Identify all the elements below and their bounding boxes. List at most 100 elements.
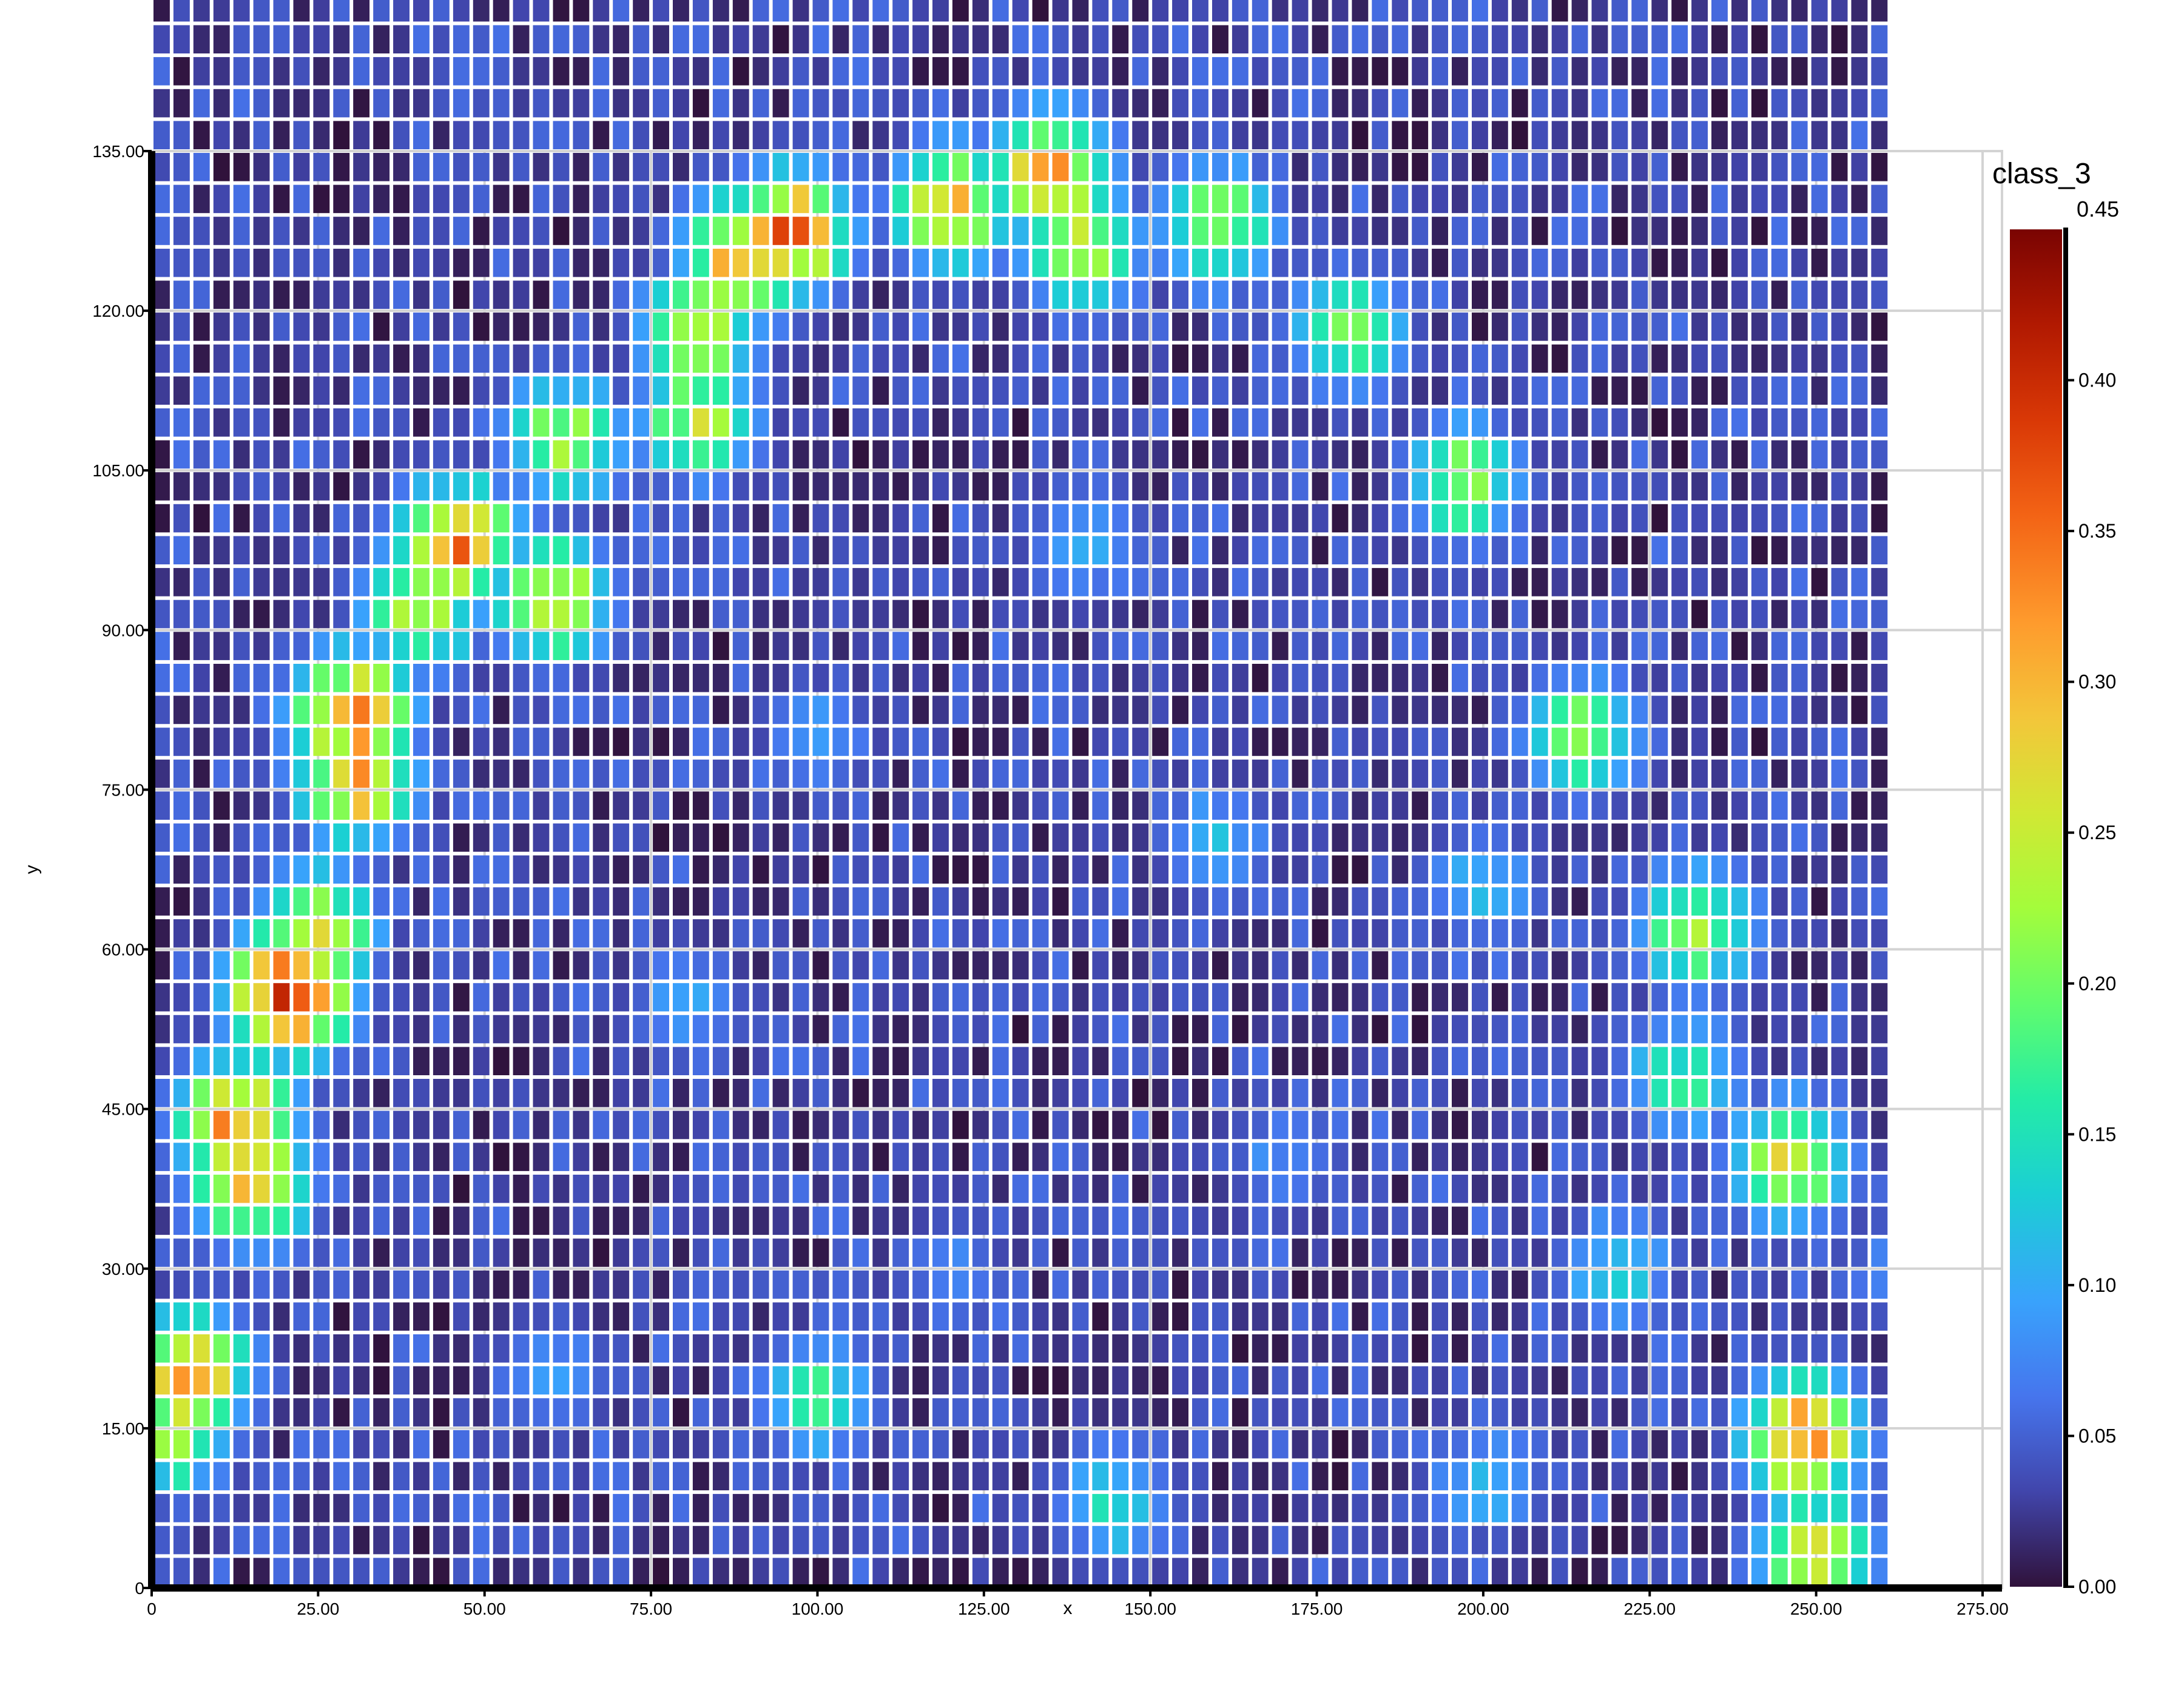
heatmap-cell bbox=[593, 728, 610, 756]
heatmap-cell bbox=[912, 600, 929, 629]
heatmap-cell bbox=[593, 408, 610, 437]
heatmap-cell bbox=[1332, 1302, 1349, 1331]
heatmap-cell bbox=[792, 983, 809, 1012]
heatmap-cell bbox=[1052, 664, 1069, 692]
heatmap-cell bbox=[653, 504, 669, 533]
heatmap-cell bbox=[553, 1110, 570, 1140]
heatmap-cell bbox=[193, 1174, 210, 1203]
heatmap-cell bbox=[852, 568, 869, 596]
heatmap-cell bbox=[692, 440, 709, 469]
heatmap-cell bbox=[992, 1206, 1009, 1235]
heatmap-cell bbox=[193, 376, 210, 405]
heatmap-cell bbox=[1112, 57, 1129, 86]
heatmap-cell bbox=[712, 1174, 729, 1203]
heatmap-cell bbox=[393, 951, 410, 980]
heatmap-cell bbox=[1472, 1558, 1488, 1586]
heatmap-cell bbox=[752, 504, 769, 533]
heatmap-cell bbox=[1511, 57, 1528, 86]
heatmap-cell bbox=[213, 1110, 230, 1140]
heatmap-cell bbox=[273, 632, 290, 660]
heatmap-cell bbox=[992, 1525, 1009, 1555]
heatmap-cell bbox=[1452, 1174, 1468, 1203]
heatmap-cell bbox=[1112, 376, 1129, 405]
heatmap-cell bbox=[1591, 536, 1608, 565]
heatmap-cell bbox=[772, 983, 789, 1012]
heatmap-cell bbox=[952, 89, 969, 118]
heatmap-cell bbox=[772, 1302, 789, 1331]
heatmap-cell bbox=[832, 983, 849, 1012]
heatmap-cell bbox=[992, 248, 1009, 277]
heatmap-cell bbox=[473, 1143, 490, 1171]
heatmap-cell bbox=[613, 1015, 630, 1044]
heatmap-cell bbox=[473, 600, 490, 629]
heatmap-cell bbox=[173, 664, 190, 692]
heatmap-cell bbox=[673, 951, 689, 980]
heatmap-cell bbox=[1112, 1366, 1129, 1395]
heatmap-cell bbox=[812, 568, 829, 596]
heatmap-cell bbox=[992, 1334, 1009, 1363]
heatmap-cell bbox=[553, 600, 570, 629]
heatmap-cell bbox=[1591, 1334, 1608, 1363]
heatmap-cell bbox=[613, 1270, 630, 1299]
heatmap-cell bbox=[493, 1047, 510, 1075]
heatmap-cell bbox=[912, 408, 929, 437]
heatmap-cell bbox=[1432, 791, 1448, 820]
heatmap-cell bbox=[673, 695, 689, 725]
heatmap-cell bbox=[1152, 1270, 1169, 1299]
heatmap-cell bbox=[1452, 791, 1468, 820]
heatmap-cell bbox=[1112, 1302, 1129, 1331]
heatmap-cell bbox=[493, 664, 510, 692]
heatmap-cell bbox=[473, 1558, 490, 1586]
heatmap-cell bbox=[333, 791, 350, 820]
heatmap-cell bbox=[1232, 695, 1249, 725]
heatmap-cell bbox=[293, 184, 310, 214]
heatmap-cell bbox=[1112, 0, 1129, 22]
heatmap-cell bbox=[892, 855, 909, 884]
heatmap-cell bbox=[1412, 121, 1429, 149]
heatmap-cell bbox=[732, 1174, 749, 1203]
heatmap-cell bbox=[1372, 951, 1389, 980]
heatmap-cell bbox=[1152, 1462, 1169, 1491]
heatmap-cell bbox=[273, 121, 290, 149]
heatmap-cell bbox=[533, 1047, 550, 1075]
heatmap-cell bbox=[1272, 536, 1289, 565]
heatmap-cell bbox=[752, 376, 769, 405]
heatmap-cell bbox=[553, 568, 570, 596]
heatmap-cell bbox=[553, 1238, 570, 1267]
heatmap-cell bbox=[1332, 823, 1349, 852]
heatmap-cell bbox=[952, 664, 969, 692]
heatmap-cell bbox=[972, 887, 989, 916]
heatmap-cell bbox=[1092, 1047, 1109, 1075]
heatmap-cell bbox=[1172, 855, 1188, 884]
heatmap-cell bbox=[912, 344, 929, 373]
heatmap-cell bbox=[273, 376, 290, 405]
heatmap-cell bbox=[872, 1238, 889, 1267]
heatmap-cell bbox=[1511, 504, 1528, 533]
heatmap-cell bbox=[732, 1206, 749, 1235]
heatmap-cell bbox=[513, 376, 530, 405]
heatmap-cell bbox=[752, 57, 769, 86]
heatmap-cell bbox=[692, 759, 709, 788]
heatmap-cell bbox=[533, 1238, 550, 1267]
heatmap-cell bbox=[852, 376, 869, 405]
heatmap-cell bbox=[293, 57, 310, 86]
heatmap-cell bbox=[1192, 408, 1208, 437]
heatmap-cell bbox=[1392, 1398, 1409, 1427]
heatmap-cell bbox=[692, 887, 709, 916]
heatmap-cell bbox=[1072, 983, 1089, 1012]
heatmap-cell bbox=[772, 1143, 789, 1171]
heatmap-cell bbox=[772, 153, 789, 181]
heatmap-cell bbox=[153, 1430, 170, 1459]
heatmap-cell bbox=[1252, 248, 1269, 277]
heatmap-cell bbox=[593, 1079, 610, 1107]
heatmap-cell bbox=[293, 568, 310, 596]
heatmap-cell bbox=[772, 504, 789, 533]
heatmap-cell bbox=[1212, 312, 1228, 341]
heatmap-cell bbox=[593, 1302, 610, 1331]
heatmap-cell bbox=[892, 1143, 909, 1171]
heatmap-cell bbox=[513, 695, 530, 725]
heatmap-cell bbox=[1591, 664, 1608, 692]
heatmap-cell bbox=[1012, 504, 1029, 533]
heatmap-cell bbox=[1432, 695, 1448, 725]
heatmap-cell bbox=[1112, 1525, 1129, 1555]
